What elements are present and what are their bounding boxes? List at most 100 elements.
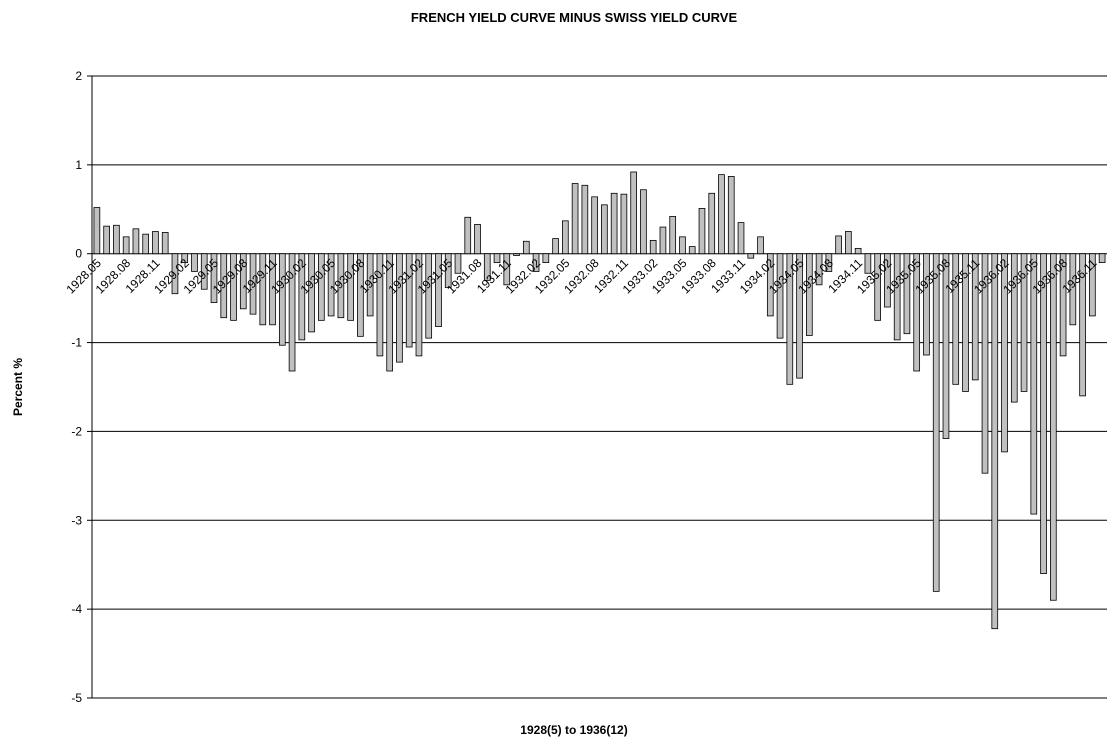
bar [142, 233, 150, 255]
bar [562, 220, 569, 255]
bar [318, 253, 325, 321]
bar [1089, 253, 1096, 317]
bar [376, 253, 384, 357]
bar [581, 184, 589, 255]
bar [747, 253, 755, 259]
y-tick-label: -5 [71, 691, 82, 705]
bar [347, 253, 354, 321]
y-tick-label: 0 [75, 247, 82, 261]
bar [337, 253, 345, 319]
bar [981, 253, 989, 474]
bar [815, 253, 823, 286]
bar [698, 207, 706, 255]
bar [825, 253, 833, 272]
bar [386, 253, 393, 372]
bar [444, 253, 452, 288]
bar [1030, 253, 1038, 515]
bar [854, 247, 862, 255]
bar [903, 253, 911, 335]
bar [1059, 253, 1067, 357]
bar [239, 253, 247, 310]
bar [806, 253, 813, 336]
y-tick-label: 2 [75, 69, 82, 83]
bar [464, 216, 472, 255]
bar [259, 253, 267, 326]
x-axis-label: 1928(5) to 1936(12) [520, 723, 627, 737]
bar [591, 196, 598, 255]
bar [601, 204, 608, 255]
bar [503, 253, 511, 286]
bar [669, 215, 677, 255]
bar [727, 176, 735, 255]
y-axis-label: Percent % [11, 358, 25, 416]
bar [776, 253, 784, 339]
bar [357, 253, 364, 337]
bar [1079, 253, 1086, 397]
y-tick-label: -2 [71, 424, 82, 438]
bar [786, 253, 794, 385]
bar [152, 231, 159, 255]
bar [688, 246, 696, 255]
bar [659, 226, 667, 255]
y-tick-label: -4 [71, 602, 82, 616]
chart-title: FRENCH YIELD CURVE MINUS SWISS YIELD CUR… [411, 10, 738, 25]
bar [210, 253, 218, 303]
bar [298, 253, 306, 341]
bar [991, 253, 999, 630]
bar [425, 253, 433, 339]
bar [249, 253, 257, 315]
bar [1010, 253, 1018, 403]
bar [630, 171, 637, 255]
bar [522, 240, 530, 255]
bar [269, 253, 276, 326]
bar [971, 253, 979, 381]
bar [718, 174, 725, 255]
bar [679, 236, 686, 255]
bar [640, 189, 647, 255]
bar [308, 253, 315, 333]
bar [884, 253, 891, 308]
bar [952, 253, 960, 385]
bar [942, 253, 950, 439]
bar [191, 253, 198, 272]
bar [1020, 253, 1028, 392]
bar [864, 253, 872, 274]
bar [493, 253, 501, 263]
bar [181, 253, 189, 263]
bar [913, 253, 921, 372]
bar [513, 253, 520, 256]
bar [474, 223, 481, 255]
bar [454, 253, 462, 274]
bar [396, 253, 403, 363]
bar [571, 183, 579, 255]
bar [132, 228, 140, 255]
bar [113, 224, 120, 255]
bar [220, 253, 228, 319]
bar [415, 253, 423, 357]
bar [620, 193, 628, 255]
bar [1098, 253, 1106, 263]
y-tick-label: -1 [71, 336, 82, 350]
bar [874, 253, 881, 321]
bar [200, 253, 208, 290]
bar [122, 236, 130, 255]
bar [962, 253, 969, 392]
bar [1049, 253, 1057, 601]
bar [923, 253, 930, 356]
bar [230, 253, 237, 321]
bar [708, 192, 716, 255]
bar [845, 231, 852, 255]
bar [532, 253, 540, 272]
bar [737, 222, 745, 255]
bar [161, 231, 169, 255]
bar [1069, 253, 1077, 326]
bar [835, 235, 842, 255]
bar [766, 253, 774, 317]
bar [552, 238, 559, 255]
bar [610, 192, 618, 255]
bar [542, 253, 550, 263]
bar [893, 253, 901, 341]
bar [649, 239, 657, 255]
bar [796, 253, 803, 379]
